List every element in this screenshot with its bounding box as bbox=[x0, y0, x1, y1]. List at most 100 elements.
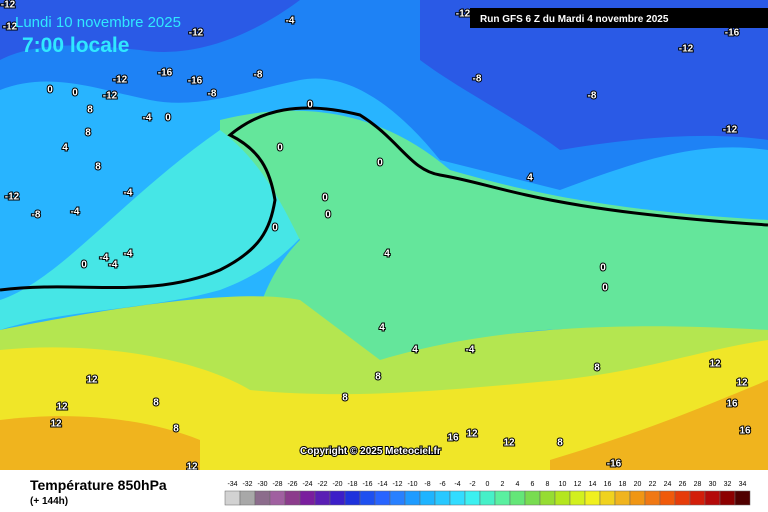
colorbar-label: -34 bbox=[227, 481, 237, 488]
colorbar-label: -30 bbox=[257, 481, 267, 488]
contour-label: -4 bbox=[286, 16, 295, 27]
contour-label: 0 bbox=[600, 263, 606, 274]
contour-label: 8 bbox=[557, 438, 563, 449]
colorbar-label: -4 bbox=[454, 481, 460, 488]
colorbar-label: 12 bbox=[574, 481, 582, 488]
contour-label: 12 bbox=[86, 375, 98, 386]
colorbar-label: -14 bbox=[377, 481, 387, 488]
colorbar-label: -2 bbox=[469, 481, 475, 488]
contour-label: 4 bbox=[527, 173, 533, 184]
contour-label: 8 bbox=[87, 105, 93, 116]
colorbar-label: 4 bbox=[516, 481, 520, 488]
colorbar-label: -6 bbox=[439, 481, 445, 488]
colorbar-swatch bbox=[239, 490, 256, 506]
colorbar-label: 18 bbox=[619, 481, 627, 488]
colorbar-swatch bbox=[404, 490, 421, 506]
contour-label: 8 bbox=[375, 372, 381, 383]
contour-label: 0 bbox=[165, 113, 171, 124]
colorbar-swatch bbox=[329, 490, 346, 506]
colorbar-swatch bbox=[284, 490, 301, 506]
colorbar-label: -22 bbox=[317, 481, 327, 488]
colorbar-swatch bbox=[479, 490, 496, 506]
mild-area bbox=[220, 110, 768, 391]
contour-label: -4 bbox=[109, 260, 118, 271]
contour-label: -4 bbox=[71, 207, 80, 218]
colorbar-label: -16 bbox=[362, 481, 372, 488]
colorbar-swatch bbox=[674, 490, 691, 506]
colorbar-swatch bbox=[494, 490, 511, 506]
colorbar-swatch bbox=[224, 490, 241, 506]
colorbar-swatch bbox=[419, 490, 436, 506]
contour-label: 4 bbox=[412, 345, 418, 356]
contour-label: -8 bbox=[208, 89, 217, 100]
colorbar-label: -20 bbox=[332, 481, 342, 488]
colorbar-label: 30 bbox=[709, 481, 717, 488]
contour-label: 4 bbox=[62, 143, 68, 154]
contour-label: -16 bbox=[158, 68, 173, 79]
contour-label: 4 bbox=[379, 323, 385, 334]
contour-label: -12 bbox=[1, 0, 16, 11]
zero-isotherm bbox=[0, 106, 768, 292]
colorbar-swatch bbox=[344, 490, 361, 506]
contour-label: -4 bbox=[143, 113, 152, 124]
contour-label: 8 bbox=[153, 398, 159, 409]
colorbar-swatch bbox=[314, 490, 331, 506]
mild-area bbox=[0, 130, 332, 330]
colorbar-swatch bbox=[359, 490, 376, 506]
colorbar-label: 14 bbox=[589, 481, 597, 488]
contour-label: -12 bbox=[189, 28, 204, 39]
contour-label: 0 bbox=[322, 193, 328, 204]
contour-label: 0 bbox=[325, 210, 331, 221]
run-info: Run GFS 6 Z du Mardi 4 novembre 2025 bbox=[480, 14, 669, 25]
colorbar-label: 32 bbox=[724, 481, 732, 488]
colorbar-swatch bbox=[689, 490, 706, 506]
forecast-date: Lundi 10 novembre 2025 bbox=[15, 14, 181, 31]
colorbar-label: 24 bbox=[664, 481, 672, 488]
colorbar-swatch bbox=[464, 490, 481, 506]
contour-label: 0 bbox=[47, 85, 53, 96]
footer-lead: (+ 144h) bbox=[30, 496, 68, 507]
contour-label: 12 bbox=[50, 419, 62, 430]
colorbar-label: -28 bbox=[272, 481, 282, 488]
contour-label: 8 bbox=[85, 128, 91, 139]
contour-label: 0 bbox=[277, 143, 283, 154]
hot-area bbox=[550, 380, 768, 470]
contour-label: -12 bbox=[103, 91, 118, 102]
colorbar-label: -18 bbox=[347, 481, 357, 488]
colorbar-swatch bbox=[584, 490, 601, 506]
colorbar-label: 28 bbox=[694, 481, 702, 488]
contour-label: -4 bbox=[124, 249, 133, 260]
colorbar-swatch bbox=[269, 490, 286, 506]
colorbar-swatch bbox=[539, 490, 556, 506]
contour-label: 16 bbox=[447, 433, 459, 444]
contour-label: -16 bbox=[607, 459, 622, 470]
colorbar-swatch bbox=[644, 490, 661, 506]
contour-label: 4 bbox=[384, 249, 390, 260]
contour-label: -16 bbox=[725, 28, 740, 39]
colorbar-swatch bbox=[299, 490, 316, 506]
contour-label: -12 bbox=[723, 125, 738, 136]
contour-label: 0 bbox=[81, 260, 87, 271]
contour-label: -12 bbox=[3, 22, 18, 33]
contour-label: -4 bbox=[124, 188, 133, 199]
contour-label: -8 bbox=[32, 210, 41, 221]
contour-label: 16 bbox=[739, 426, 751, 437]
contour-label: -4 bbox=[466, 345, 475, 356]
contour-label: -4 bbox=[100, 253, 109, 264]
colorbar-label: -26 bbox=[287, 481, 297, 488]
colorbar-swatch bbox=[554, 490, 571, 506]
colorbar: -34 -32 -30 -28 -26 -24 -22 -20 -18 -16 -14 -12 -10-… bbox=[224, 481, 751, 506]
contour-label: 0 bbox=[307, 100, 313, 111]
colorbar-label: -24 bbox=[302, 481, 312, 488]
contour-label: -16 bbox=[188, 76, 203, 87]
colorbar-label: 6 bbox=[531, 481, 535, 488]
colorbar-label: -10 bbox=[407, 481, 417, 488]
contour-label: 0 bbox=[377, 158, 383, 169]
colorbar-swatch bbox=[374, 490, 391, 506]
contour-label: 16 bbox=[726, 399, 738, 410]
colorbar-label: -32 bbox=[242, 481, 252, 488]
contour-label: 0 bbox=[272, 223, 278, 234]
contour-label: -12 bbox=[456, 9, 471, 20]
contour-label: 12 bbox=[56, 402, 68, 413]
colorbar-label: 20 bbox=[634, 481, 642, 488]
